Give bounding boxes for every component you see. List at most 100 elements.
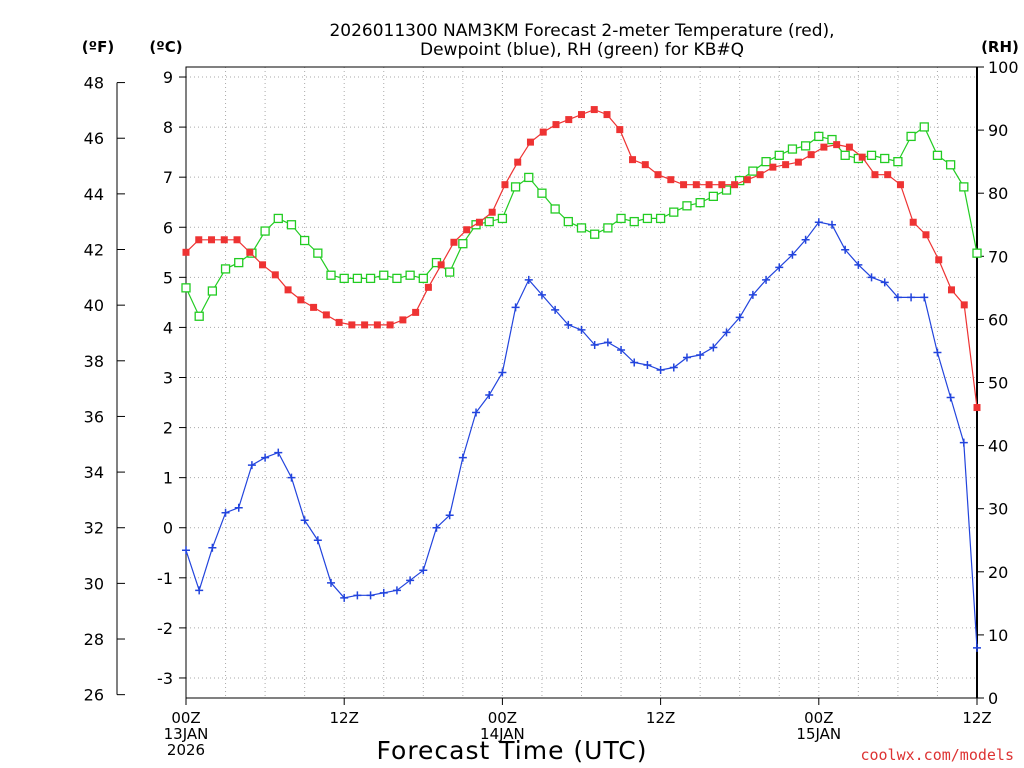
rh-point <box>616 213 626 224</box>
temperature-point <box>807 151 815 159</box>
rh-point <box>326 270 336 280</box>
dewpoint-point <box>274 448 283 457</box>
rh-point <box>945 160 956 170</box>
celsius-tick-label: 3 <box>163 368 173 387</box>
temperature-point <box>654 171 662 179</box>
temperature-point <box>271 271 279 279</box>
temperature-point <box>794 158 802 166</box>
time-tick-label: 00Z <box>171 709 200 727</box>
temperature-point <box>731 181 739 189</box>
rh-point <box>497 213 508 224</box>
rh-tick-label: 80 <box>988 184 1008 203</box>
temperature-point <box>399 316 407 324</box>
temperature-point <box>960 301 968 309</box>
rh-tick-label: 20 <box>988 563 1008 582</box>
rh-point <box>629 216 639 227</box>
rh-point <box>840 150 850 160</box>
dewpoint-point <box>524 275 533 284</box>
rh-tick-label: 50 <box>988 374 1008 393</box>
celsius-axis-unit: (ºC) <box>149 38 182 56</box>
dewpoint-point <box>551 305 560 314</box>
credit-link[interactable]: coolwx.com/models <box>860 746 1014 764</box>
dewpoint-point <box>392 586 401 595</box>
temperature-point <box>629 156 637 164</box>
dewpoint-point <box>511 303 520 312</box>
rh-point <box>787 144 798 154</box>
fahrenheit-tick-label: 48 <box>84 74 104 93</box>
temperature-point <box>424 283 432 291</box>
rh-point <box>814 131 824 142</box>
rh-point <box>800 141 811 151</box>
rh-point <box>510 182 521 192</box>
rh-tick-label: 40 <box>988 437 1008 456</box>
chart-title-line-2: Dewpoint (blue), RH (green) for KB#Q <box>420 40 744 60</box>
celsius-tick-label: -2 <box>157 619 173 638</box>
dewpoint-point <box>748 290 757 299</box>
series-line <box>185 108 978 408</box>
rh-point <box>313 248 323 258</box>
celsius-tick-label: -3 <box>157 669 173 688</box>
temperature-point <box>820 143 828 151</box>
temperature-point <box>833 141 841 149</box>
celsius-tick-label: 1 <box>163 469 173 488</box>
fahrenheit-tick-label: 28 <box>84 630 104 649</box>
dewpoint-point <box>656 365 665 374</box>
temperature-point <box>259 261 267 269</box>
dewpoint-point <box>498 368 507 377</box>
fahrenheit-tick-label: 42 <box>84 241 104 260</box>
temperature-point <box>782 161 790 169</box>
dewpoint-point <box>313 536 322 545</box>
celsius-tick-label: 4 <box>163 318 173 337</box>
rh-point <box>484 216 494 227</box>
temperature-point <box>858 153 866 161</box>
dewpoint-point <box>366 591 375 600</box>
dewpoint-point <box>247 461 256 470</box>
dewpoint-point <box>432 523 441 532</box>
temperature-point <box>348 321 356 329</box>
rh-tick-label: 90 <box>988 121 1008 140</box>
fahrenheit-tick-label: 44 <box>84 185 104 204</box>
temperature-point <box>896 181 904 189</box>
dewpoint-point <box>537 290 546 299</box>
temperature-point <box>501 181 509 189</box>
celsius-tick-label: 8 <box>163 118 173 137</box>
temperature-point <box>297 296 305 304</box>
rh-tick-label: 10 <box>988 626 1008 645</box>
dewpoint-point <box>564 320 573 329</box>
time-tick-label: 14JAN <box>480 725 525 743</box>
rh-point <box>181 283 191 293</box>
temperature-point <box>310 303 318 311</box>
dewpoint-point <box>880 278 889 287</box>
rh-point <box>365 273 376 284</box>
rh-series <box>181 122 982 321</box>
dewpoint-point <box>603 338 612 347</box>
dewpoint-point <box>485 391 494 400</box>
rh-point <box>761 156 771 167</box>
celsius-tick-label: 2 <box>163 419 173 438</box>
dewpoint-point <box>406 576 415 585</box>
temperature-point <box>322 311 330 319</box>
temperature-point <box>705 181 713 189</box>
temperature-point <box>845 143 853 151</box>
dewpoint-point <box>445 511 454 520</box>
dewpoint-point <box>221 508 230 517</box>
temperature-point <box>947 286 955 294</box>
dewpoint-point <box>973 643 981 652</box>
rh-point <box>682 201 692 211</box>
rh-point <box>260 226 270 236</box>
rh-point <box>379 270 389 280</box>
temperature-point <box>680 181 688 189</box>
dewpoint-point <box>353 591 362 600</box>
rh-point <box>774 150 784 160</box>
dewpoint-point <box>867 273 876 282</box>
rh-point <box>458 239 468 249</box>
dewpoint-point <box>893 293 902 302</box>
temperature-point <box>667 176 675 184</box>
dewpoint-point <box>643 360 652 369</box>
rh-point <box>590 229 600 239</box>
dewpoint-point <box>182 546 190 555</box>
rh-point <box>893 156 903 167</box>
temperature-point <box>578 111 585 119</box>
